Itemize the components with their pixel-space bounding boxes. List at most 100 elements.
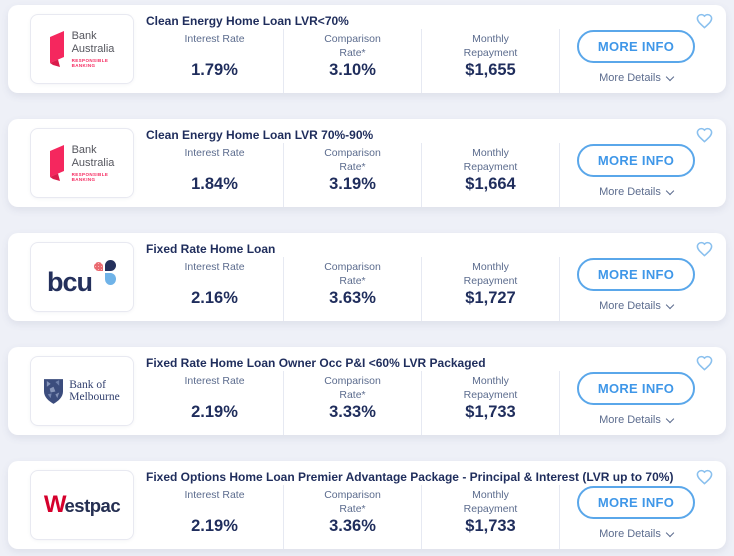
westpac-w-icon: W <box>43 491 67 518</box>
monthly-repayment-label: Monthly Repayment <box>463 33 518 60</box>
chevron-down-icon <box>665 300 675 309</box>
loan-card: Bank Australia RESPONSIBLE BANKING Clean… <box>8 5 726 93</box>
monthly-repayment-value: $1,733 <box>465 403 516 421</box>
more-details-label: More Details <box>599 414 661 426</box>
interest-rate-value: 2.19% <box>191 517 238 535</box>
lender-logo-bcu: bcu <box>30 242 134 312</box>
loan-title: Clean Energy Home Loan LVR<70% <box>146 14 349 28</box>
chevron-down-icon <box>665 72 675 81</box>
loan-card: Bank Australia RESPONSIBLE BANKING Clean… <box>8 119 726 207</box>
lender-logo-bank-of-melbourne: Bank of Melbourne <box>30 356 134 426</box>
comparison-rate-value: 3.63% <box>329 289 376 307</box>
monthly-repayment-stat: Monthly Repayment $1,655 <box>422 29 560 93</box>
more-details-toggle[interactable]: More Details <box>599 72 675 84</box>
more-details-toggle[interactable]: More Details <box>599 528 675 540</box>
monthly-repayment-label: Monthly Repayment <box>463 489 518 516</box>
comparison-rate-value: 3.10% <box>329 61 376 79</box>
lender-name: estpac <box>64 495 121 516</box>
interest-rate-stat: Interest Rate 1.79% <box>146 29 284 93</box>
interest-rate-stat: Interest Rate 2.16% <box>146 257 284 321</box>
bank-of-melbourne-shield-icon <box>44 378 64 404</box>
bcu-petals-icon <box>93 260 117 294</box>
interest-rate-stat: Interest Rate 1.84% <box>146 143 284 207</box>
loan-card: W estpac Fixed Options Home Loan Premier… <box>8 461 726 549</box>
more-info-button[interactable]: MORE INFO <box>577 144 695 177</box>
comparison-rate-stat: Comparison Rate* 3.33% <box>284 371 422 435</box>
interest-rate-stat: Interest Rate 2.19% <box>146 485 284 549</box>
loan-title: Fixed Rate Home Loan <box>146 242 276 256</box>
monthly-repayment-stat: Monthly Repayment $1,727 <box>422 257 560 321</box>
favorite-heart-icon[interactable] <box>696 13 713 29</box>
monthly-repayment-value: $1,664 <box>465 175 516 193</box>
chevron-down-icon <box>665 414 675 423</box>
petal-coral-icon <box>94 262 103 271</box>
loan-card: bcu Fixed Rate Home Loan Interest Rate 2… <box>8 233 726 321</box>
more-details-label: More Details <box>599 300 661 312</box>
loan-title: Clean Energy Home Loan LVR 70%-90% <box>146 128 374 142</box>
comparison-rate-value: 3.36% <box>329 517 376 535</box>
interest-rate-value: 1.79% <box>191 61 238 79</box>
monthly-repayment-label: Monthly Repayment <box>463 261 518 288</box>
more-info-button[interactable]: MORE INFO <box>577 372 695 405</box>
comparison-rate-value: 3.33% <box>329 403 376 421</box>
interest-rate-stat: Interest Rate 2.19% <box>146 371 284 435</box>
lender-name-line: Bank <box>71 144 97 157</box>
lender-name-line: Australia <box>71 156 115 169</box>
comparison-rate-stat: Comparison Rate* 3.36% <box>284 485 422 549</box>
more-details-label: More Details <box>599 528 661 540</box>
more-info-button[interactable]: MORE INFO <box>577 258 695 291</box>
lender-logo-bank-australia: Bank Australia RESPONSIBLE BANKING <box>30 14 134 84</box>
favorite-heart-icon[interactable] <box>696 127 713 143</box>
interest-rate-label: Interest Rate <box>184 33 245 45</box>
favorite-heart-icon[interactable] <box>696 241 713 257</box>
comparison-rate-label: Comparison Rate* <box>324 261 381 288</box>
favorite-heart-icon[interactable] <box>696 355 713 371</box>
monthly-repayment-label: Monthly Repayment <box>463 147 518 174</box>
monthly-repayment-stat: Monthly Repayment $1,733 <box>422 371 560 435</box>
interest-rate-value: 1.84% <box>191 175 238 193</box>
loan-title: Fixed Rate Home Loan Owner Occ P&I <60% … <box>146 356 486 370</box>
interest-rate-label: Interest Rate <box>184 261 245 273</box>
more-info-button[interactable]: MORE INFO <box>577 486 695 519</box>
lender-name-line: Australia <box>71 42 115 55</box>
interest-rate-value: 2.19% <box>191 403 238 421</box>
petal-blue-icon <box>105 273 116 285</box>
more-details-label: More Details <box>599 186 661 198</box>
comparison-rate-stat: Comparison Rate* 3.63% <box>284 257 422 321</box>
loan-title: Fixed Options Home Loan Premier Advantag… <box>146 470 674 484</box>
comparison-rate-label: Comparison Rate* <box>324 375 381 402</box>
chevron-down-icon <box>665 528 675 537</box>
lender-logo-westpac: W estpac <box>30 470 134 540</box>
favorite-heart-icon[interactable] <box>696 469 713 485</box>
comparison-rate-label: Comparison Rate* <box>324 33 381 60</box>
monthly-repayment-value: $1,733 <box>465 517 516 535</box>
bank-australia-flag-icon <box>49 145 64 181</box>
lender-name-line: Melbourne <box>69 391 120 403</box>
more-details-toggle[interactable]: More Details <box>599 414 675 426</box>
loan-card: Bank of Melbourne Fixed Rate Home Loan O… <box>8 347 726 435</box>
more-details-toggle[interactable]: More Details <box>599 186 675 198</box>
comparison-rate-stat: Comparison Rate* 3.19% <box>284 143 422 207</box>
monthly-repayment-label: Monthly Repayment <box>463 375 518 402</box>
monthly-repayment-stat: Monthly Repayment $1,733 <box>422 485 560 549</box>
lender-name-line: Bank <box>71 30 97 43</box>
more-info-button[interactable]: MORE INFO <box>577 30 695 63</box>
interest-rate-label: Interest Rate <box>184 489 245 501</box>
lender-tagline: RESPONSIBLE BANKING <box>71 57 109 68</box>
monthly-repayment-stat: Monthly Repayment $1,664 <box>422 143 560 207</box>
lender-name-line: Bank of <box>69 378 106 391</box>
comparison-rate-stat: Comparison Rate* 3.10% <box>284 29 422 93</box>
petal-navy-icon <box>105 260 116 271</box>
bank-australia-flag-icon <box>49 31 64 67</box>
comparison-rate-value: 3.19% <box>329 175 376 193</box>
interest-rate-value: 2.16% <box>191 289 238 307</box>
lender-logo-bank-australia: Bank Australia RESPONSIBLE BANKING <box>30 128 134 198</box>
interest-rate-label: Interest Rate <box>184 147 245 159</box>
comparison-rate-label: Comparison Rate* <box>324 489 381 516</box>
more-details-toggle[interactable]: More Details <box>599 300 675 312</box>
comparison-rate-label: Comparison Rate* <box>324 147 381 174</box>
chevron-down-icon <box>665 186 675 195</box>
monthly-repayment-value: $1,727 <box>465 289 516 307</box>
more-details-label: More Details <box>599 72 661 84</box>
lender-name: bcu <box>46 266 93 297</box>
